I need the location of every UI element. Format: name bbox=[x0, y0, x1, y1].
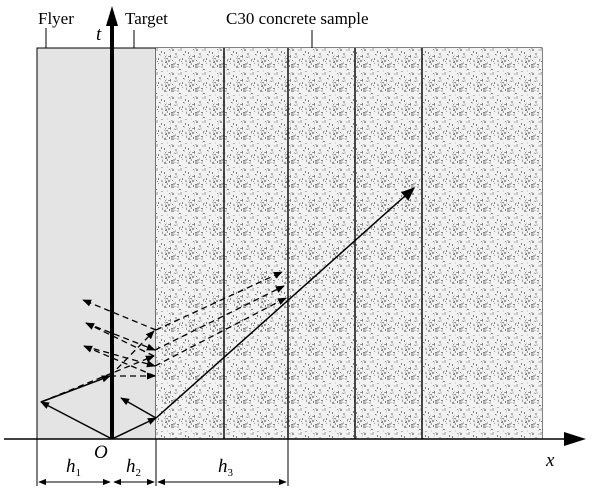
target-shock bbox=[111, 417, 157, 440]
dimension-lines bbox=[36, 439, 289, 486]
target-label: Target bbox=[125, 9, 168, 28]
sample-label: C30 concrete sample bbox=[226, 9, 369, 28]
target-region bbox=[111, 47, 157, 440]
gauge-lines bbox=[223, 48, 423, 439]
flyer-label: Flyer bbox=[38, 9, 74, 28]
x-axis-label: x bbox=[545, 450, 555, 471]
origin-label: O bbox=[94, 442, 108, 463]
flyer-region bbox=[36, 47, 113, 440]
h1-label: h1 bbox=[66, 456, 81, 479]
t-axis-label: t bbox=[96, 24, 102, 45]
concrete-texture-fill bbox=[156, 48, 542, 439]
t-axis-arrowhead bbox=[106, 6, 118, 26]
h2-label: h2 bbox=[126, 456, 141, 479]
x-axis-arrowhead bbox=[564, 432, 586, 446]
dashed-wave-paths bbox=[40, 271, 287, 403]
h3-label: h3 bbox=[218, 456, 234, 479]
target-reflect bbox=[120, 397, 157, 419]
flyer-shock-left bbox=[40, 401, 113, 440]
label-leaders bbox=[45, 28, 313, 48]
